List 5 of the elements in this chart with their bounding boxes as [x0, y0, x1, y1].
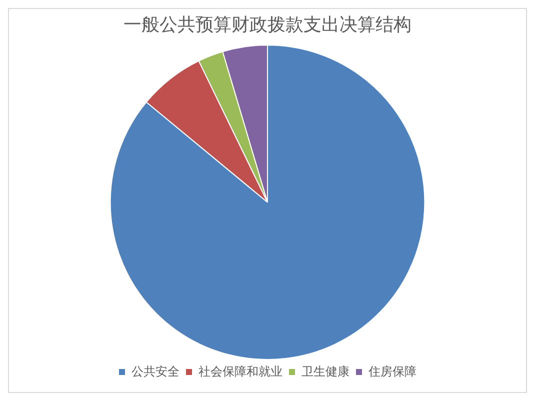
legend-label: 住房保障	[368, 364, 416, 378]
chart-title: 一般公共预算财政拨款支出决算结构	[124, 14, 412, 35]
legend-label: 社会保障和就业	[198, 364, 282, 378]
legend-label: 公共安全	[132, 364, 180, 378]
legend-label: 卫生健康	[302, 364, 350, 378]
